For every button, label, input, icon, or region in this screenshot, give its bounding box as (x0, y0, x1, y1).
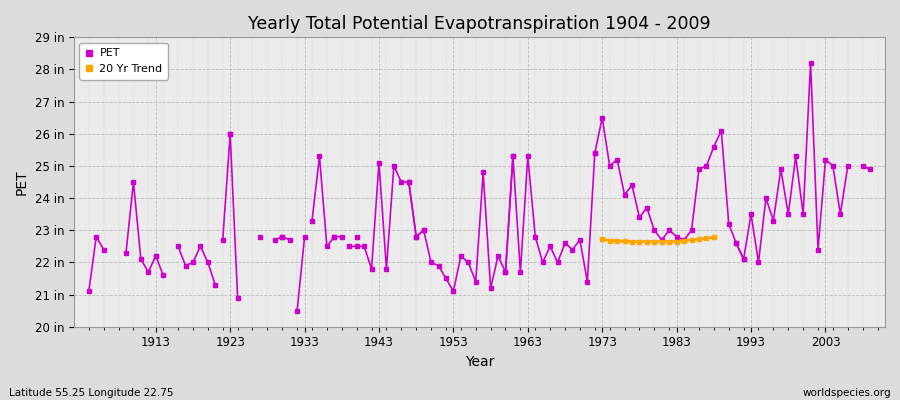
Text: Latitude 55.25 Longitude 22.75: Latitude 55.25 Longitude 22.75 (9, 388, 174, 398)
X-axis label: Year: Year (464, 355, 494, 369)
Y-axis label: PET: PET (15, 169, 29, 195)
Text: worldspecies.org: worldspecies.org (803, 388, 891, 398)
Legend: PET, 20 Yr Trend: PET, 20 Yr Trend (79, 43, 168, 80)
Title: Yearly Total Potential Evapotranspiration 1904 - 2009: Yearly Total Potential Evapotranspiratio… (248, 15, 711, 33)
